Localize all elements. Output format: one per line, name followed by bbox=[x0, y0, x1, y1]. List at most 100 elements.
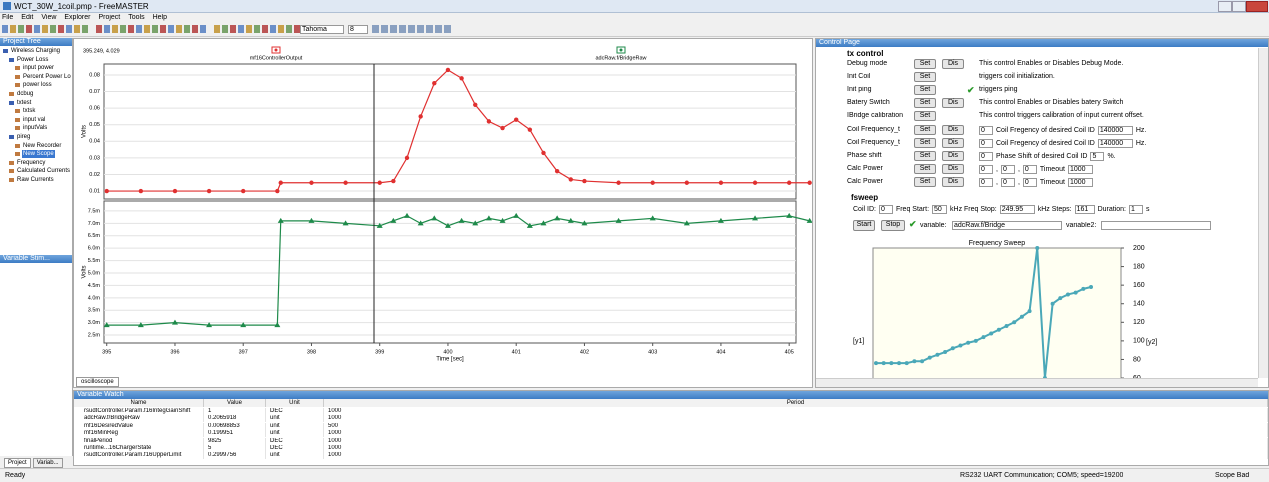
text-input[interactable]: 0 bbox=[979, 125, 993, 135]
button[interactable]: Dis bbox=[942, 150, 964, 161]
text-input[interactable]: 249.95 bbox=[999, 205, 1035, 214]
tool-button[interactable] bbox=[18, 25, 24, 33]
tool-button[interactable] bbox=[74, 25, 80, 33]
button[interactable]: Stop bbox=[881, 220, 905, 231]
button[interactable]: Set bbox=[914, 72, 936, 83]
button[interactable]: Set bbox=[914, 150, 936, 161]
menu-item[interactable]: Tools bbox=[128, 14, 145, 21]
tool-button[interactable] bbox=[82, 25, 88, 33]
tree-item[interactable]: New Recorder bbox=[23, 142, 62, 149]
button[interactable]: Set bbox=[914, 124, 936, 135]
tool-button[interactable] bbox=[262, 25, 268, 33]
button[interactable]: Dis bbox=[942, 176, 964, 187]
tool-button[interactable] bbox=[66, 25, 72, 33]
tree-item[interactable]: Percent Power Lo bbox=[23, 73, 71, 80]
panel-tab[interactable]: Variab... bbox=[32, 458, 63, 468]
button[interactable]: Dis bbox=[942, 98, 964, 109]
tree-item[interactable]: New Scope bbox=[22, 150, 55, 159]
tree-item[interactable]: Power Loss bbox=[17, 56, 49, 63]
text-input[interactable]: 140000 bbox=[1097, 138, 1133, 148]
close[interactable] bbox=[1246, 1, 1268, 12]
tool-button[interactable] bbox=[192, 25, 198, 33]
text-input[interactable] bbox=[1101, 221, 1211, 230]
text-input[interactable]: adcRaw.f/Bridge bbox=[952, 221, 1062, 230]
tool-button[interactable] bbox=[381, 25, 388, 33]
tool-button[interactable] bbox=[246, 25, 252, 33]
tool-button[interactable] bbox=[214, 25, 220, 33]
tree-item[interactable]: txtest bbox=[17, 99, 32, 106]
text-input[interactable]: 5 bbox=[1090, 151, 1105, 161]
tool-button[interactable] bbox=[417, 25, 424, 33]
tool-button[interactable] bbox=[435, 25, 442, 33]
tree-item[interactable]: txtsk bbox=[23, 108, 36, 115]
tool-button[interactable] bbox=[10, 25, 16, 33]
tool-button[interactable] bbox=[184, 25, 190, 33]
tool-button[interactable] bbox=[58, 25, 64, 33]
tree-item[interactable]: input power bbox=[23, 65, 55, 72]
tool-button[interactable] bbox=[152, 25, 158, 33]
tool-button[interactable] bbox=[96, 25, 102, 33]
tool-button[interactable] bbox=[238, 25, 244, 33]
tool-button[interactable] bbox=[168, 25, 174, 33]
scope-tab[interactable]: oscilloscope bbox=[76, 377, 119, 387]
tool-button[interactable] bbox=[34, 25, 40, 33]
menu-item[interactable]: Edit bbox=[21, 14, 34, 21]
text-input[interactable]: 0 bbox=[979, 138, 993, 148]
tool-button[interactable] bbox=[286, 25, 292, 33]
text-input[interactable]: 1000 bbox=[1067, 164, 1093, 174]
tool-button[interactable] bbox=[408, 25, 415, 33]
tree-item[interactable]: Calculated Currents bbox=[17, 168, 71, 175]
column-header[interactable]: Unit bbox=[266, 399, 324, 407]
menu-item[interactable]: File bbox=[2, 14, 14, 21]
tool-button[interactable] bbox=[426, 25, 433, 33]
menu-item[interactable]: Help bbox=[152, 14, 168, 21]
button[interactable]: Dis bbox=[942, 124, 964, 135]
button[interactable]: Set bbox=[914, 85, 936, 96]
button[interactable]: Dis bbox=[942, 137, 964, 148]
button[interactable]: Set bbox=[914, 111, 936, 122]
tool-button[interactable] bbox=[50, 25, 56, 33]
tree-item[interactable]: pireg bbox=[17, 134, 31, 140]
size-select[interactable]: 8 bbox=[348, 25, 368, 34]
tool-button[interactable] bbox=[200, 25, 206, 33]
menu-item[interactable]: View bbox=[41, 14, 57, 21]
tree-item[interactable]: dcbug bbox=[17, 91, 34, 97]
text-input[interactable]: 0 bbox=[1000, 177, 1015, 187]
button[interactable]: Dis bbox=[942, 163, 964, 174]
tool-button[interactable] bbox=[270, 25, 276, 33]
button[interactable]: Dis bbox=[942, 59, 964, 69]
tree-item[interactable]: Raw Currents bbox=[17, 177, 54, 183]
tool-button[interactable] bbox=[372, 25, 379, 33]
menu-item[interactable]: Project bbox=[98, 14, 121, 21]
tool-button[interactable] bbox=[2, 25, 8, 33]
tool-button[interactable] bbox=[294, 25, 300, 33]
button[interactable]: Start bbox=[853, 220, 875, 231]
text-input[interactable]: 1 bbox=[1128, 205, 1143, 214]
text-input[interactable]: 140000 bbox=[1097, 125, 1133, 135]
panel-tab[interactable]: Project bbox=[4, 458, 31, 468]
tool-button[interactable] bbox=[104, 25, 110, 33]
tool-button[interactable] bbox=[42, 25, 48, 33]
text-input[interactable]: 50 bbox=[932, 205, 948, 214]
column-header[interactable]: Period bbox=[324, 399, 1268, 407]
text-input[interactable]: 0 bbox=[979, 164, 993, 174]
scrollbar[interactable] bbox=[816, 378, 1258, 387]
text-input[interactable]: 0 bbox=[979, 177, 993, 187]
tool-button[interactable] bbox=[390, 25, 397, 33]
font-select[interactable]: Tahoma bbox=[300, 25, 344, 34]
text-input[interactable]: 0 bbox=[979, 151, 993, 161]
text-input[interactable]: 1000 bbox=[1067, 177, 1093, 187]
text-input[interactable]: 161 bbox=[1074, 205, 1095, 214]
tree-item[interactable]: power loss bbox=[23, 82, 52, 89]
scrollbar[interactable] bbox=[1258, 48, 1268, 378]
button[interactable]: Set bbox=[914, 98, 936, 109]
column-header[interactable]: Value bbox=[204, 399, 266, 407]
tool-button[interactable] bbox=[26, 25, 32, 33]
text-input[interactable]: 0 bbox=[878, 205, 893, 214]
tool-button[interactable] bbox=[136, 25, 142, 33]
maximize[interactable] bbox=[1232, 1, 1246, 12]
tool-button[interactable] bbox=[278, 25, 284, 33]
tree-item[interactable]: Frequency bbox=[17, 159, 46, 166]
tool-button[interactable] bbox=[120, 25, 126, 33]
button[interactable]: Set bbox=[914, 59, 936, 69]
